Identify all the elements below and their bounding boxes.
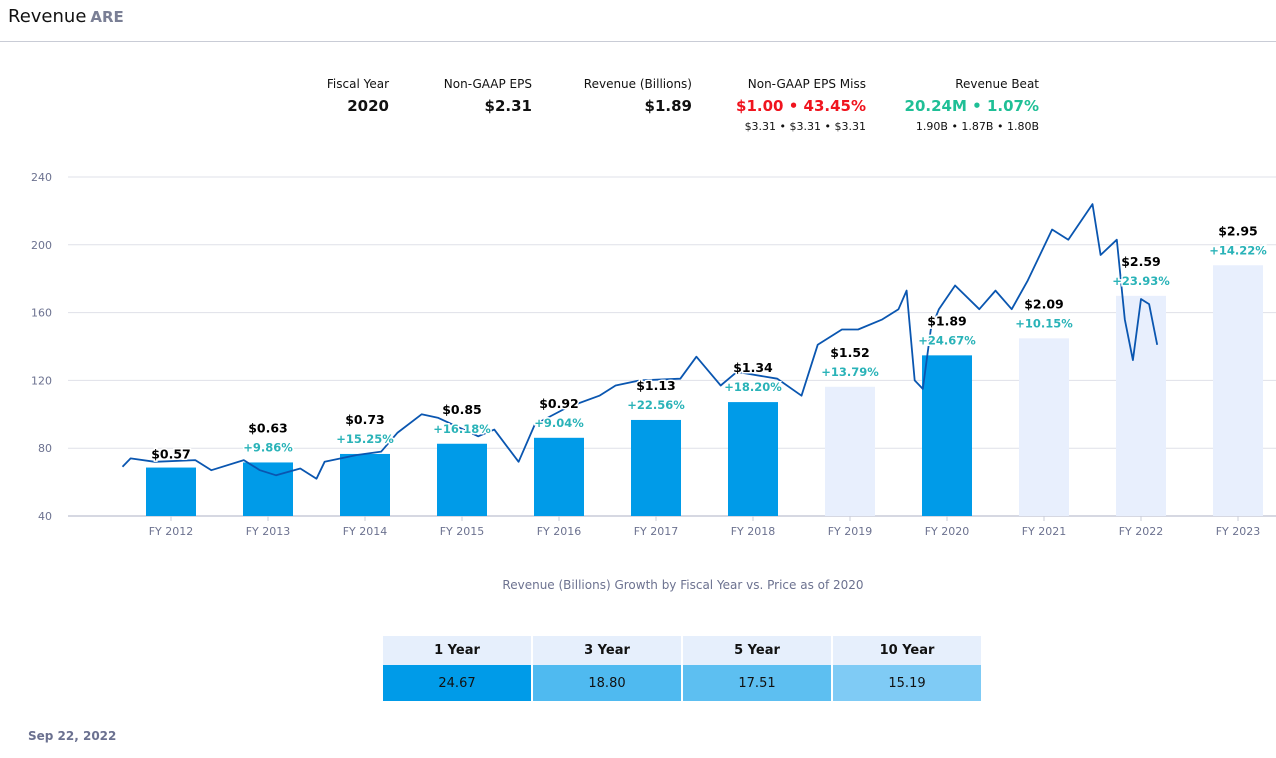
revenue-bar (825, 386, 875, 516)
page-title: Revenue ARE (8, 6, 124, 27)
y-tick-label: 240 (31, 171, 52, 184)
value-5-year: 17.51 (682, 665, 833, 701)
header-3-year: 3 Year (532, 636, 683, 665)
revenue-bar (1116, 295, 1166, 516)
value-1-year: 24.67 (383, 665, 533, 701)
header-10-year: 10 Year (832, 636, 983, 665)
y-tick-label: 200 (31, 239, 52, 252)
revenue-bar (631, 419, 681, 516)
revenue-bar (340, 453, 390, 516)
growth-label: +18.20% (724, 380, 782, 394)
header-5-year: 5 Year (682, 636, 833, 665)
revenue-bar (1213, 265, 1263, 516)
x-tick-label: FY 2020 (925, 525, 970, 538)
growth-label: +15.25% (336, 432, 394, 446)
revenue-bar (728, 402, 778, 516)
revenue-bar (922, 355, 972, 516)
as-of-date: Sep 22, 2022 (28, 729, 117, 743)
revenue-value-label: $1.13 (636, 378, 676, 393)
growth-label: +16.18% (433, 422, 491, 436)
value-10-year: 15.19 (832, 665, 983, 701)
x-tick-label: FY 2015 (440, 525, 485, 538)
price-line (121, 203, 1159, 480)
growth-label: +14.22% (1209, 243, 1267, 257)
stat-revenue: Revenue (Billions) $1.89 (583, 77, 692, 115)
revenue-value-label: $0.73 (345, 412, 385, 427)
revenue-value-label: $0.63 (248, 420, 288, 435)
revenue-price-chart: 40 80 120 160 200 240 FY 2012 FY 2013 FY 2014 FY … (31, 171, 1276, 538)
revenue-value-label: $1.52 (830, 345, 870, 360)
stat-revenue-beat: Revenue Beat 20.24M • 1.07% 1.90B • 1.87B … (904, 77, 1039, 133)
growth-label: +24.67% (918, 333, 976, 347)
growth-table: 1 Year 3 Year 5 Year 10 Year 24.67 18.80… (383, 636, 983, 701)
y-tick-label: 80 (38, 442, 52, 455)
y-tick-label: 120 (31, 374, 52, 387)
growth-label: +23.93% (1112, 274, 1170, 288)
revenue-bar (534, 437, 584, 516)
x-tick-label: FY 2013 (246, 525, 291, 538)
revenue-bar (243, 462, 293, 516)
revenue-value-label: $1.89 (927, 313, 967, 328)
x-tick-label: FY 2021 (1022, 525, 1067, 538)
growth-label: +22.56% (627, 398, 685, 412)
value-3-year: 18.80 (532, 665, 683, 701)
revenue-value-label: $0.85 (442, 402, 482, 417)
x-tick-label: FY 2023 (1216, 525, 1261, 538)
growth-label: +13.79% (821, 365, 879, 379)
growth-label: +10.15% (1015, 316, 1073, 330)
chart-caption: Revenue (Billions) Growth by Fiscal Year… (502, 578, 864, 592)
x-tick-label: FY 2022 (1119, 525, 1164, 538)
header: Revenue ARE (0, 0, 1276, 42)
revenue-value-label: $2.59 (1121, 254, 1161, 269)
x-tick-label: FY 2016 (537, 525, 582, 538)
x-tick-label: FY 2012 (149, 525, 194, 538)
y-tick-label: 40 (38, 510, 52, 523)
x-tick-label: FY 2017 (634, 525, 679, 538)
ticker: ARE (90, 8, 124, 26)
stat-eps: Non-GAAP EPS $2.31 (443, 77, 532, 115)
revenue-value-label: $2.95 (1218, 223, 1258, 238)
growth-label: +9.04% (534, 416, 584, 430)
growth-label: +9.86% (243, 440, 293, 454)
revenue-value-label: $1.34 (733, 360, 773, 375)
stat-eps-miss: Non-GAAP EPS Miss $1.00 • 43.45% $3.31 • $… (736, 77, 866, 133)
revenue-value-label: $0.92 (539, 396, 579, 411)
stat-fiscal-year: Fiscal Year 2020 (326, 77, 389, 115)
x-tick-label: FY 2018 (731, 525, 776, 538)
revenue-value-label: $2.09 (1024, 296, 1064, 311)
revenue-bar (1019, 338, 1069, 516)
revenue-value-label: $0.57 (151, 447, 191, 462)
y-tick-label: 160 (31, 307, 52, 320)
revenue-bar (146, 467, 196, 516)
header-1-year: 1 Year (383, 636, 533, 665)
x-tick-label: FY 2014 (343, 525, 388, 538)
x-tick-label: FY 2019 (828, 525, 873, 538)
revenue-bar (437, 443, 487, 516)
